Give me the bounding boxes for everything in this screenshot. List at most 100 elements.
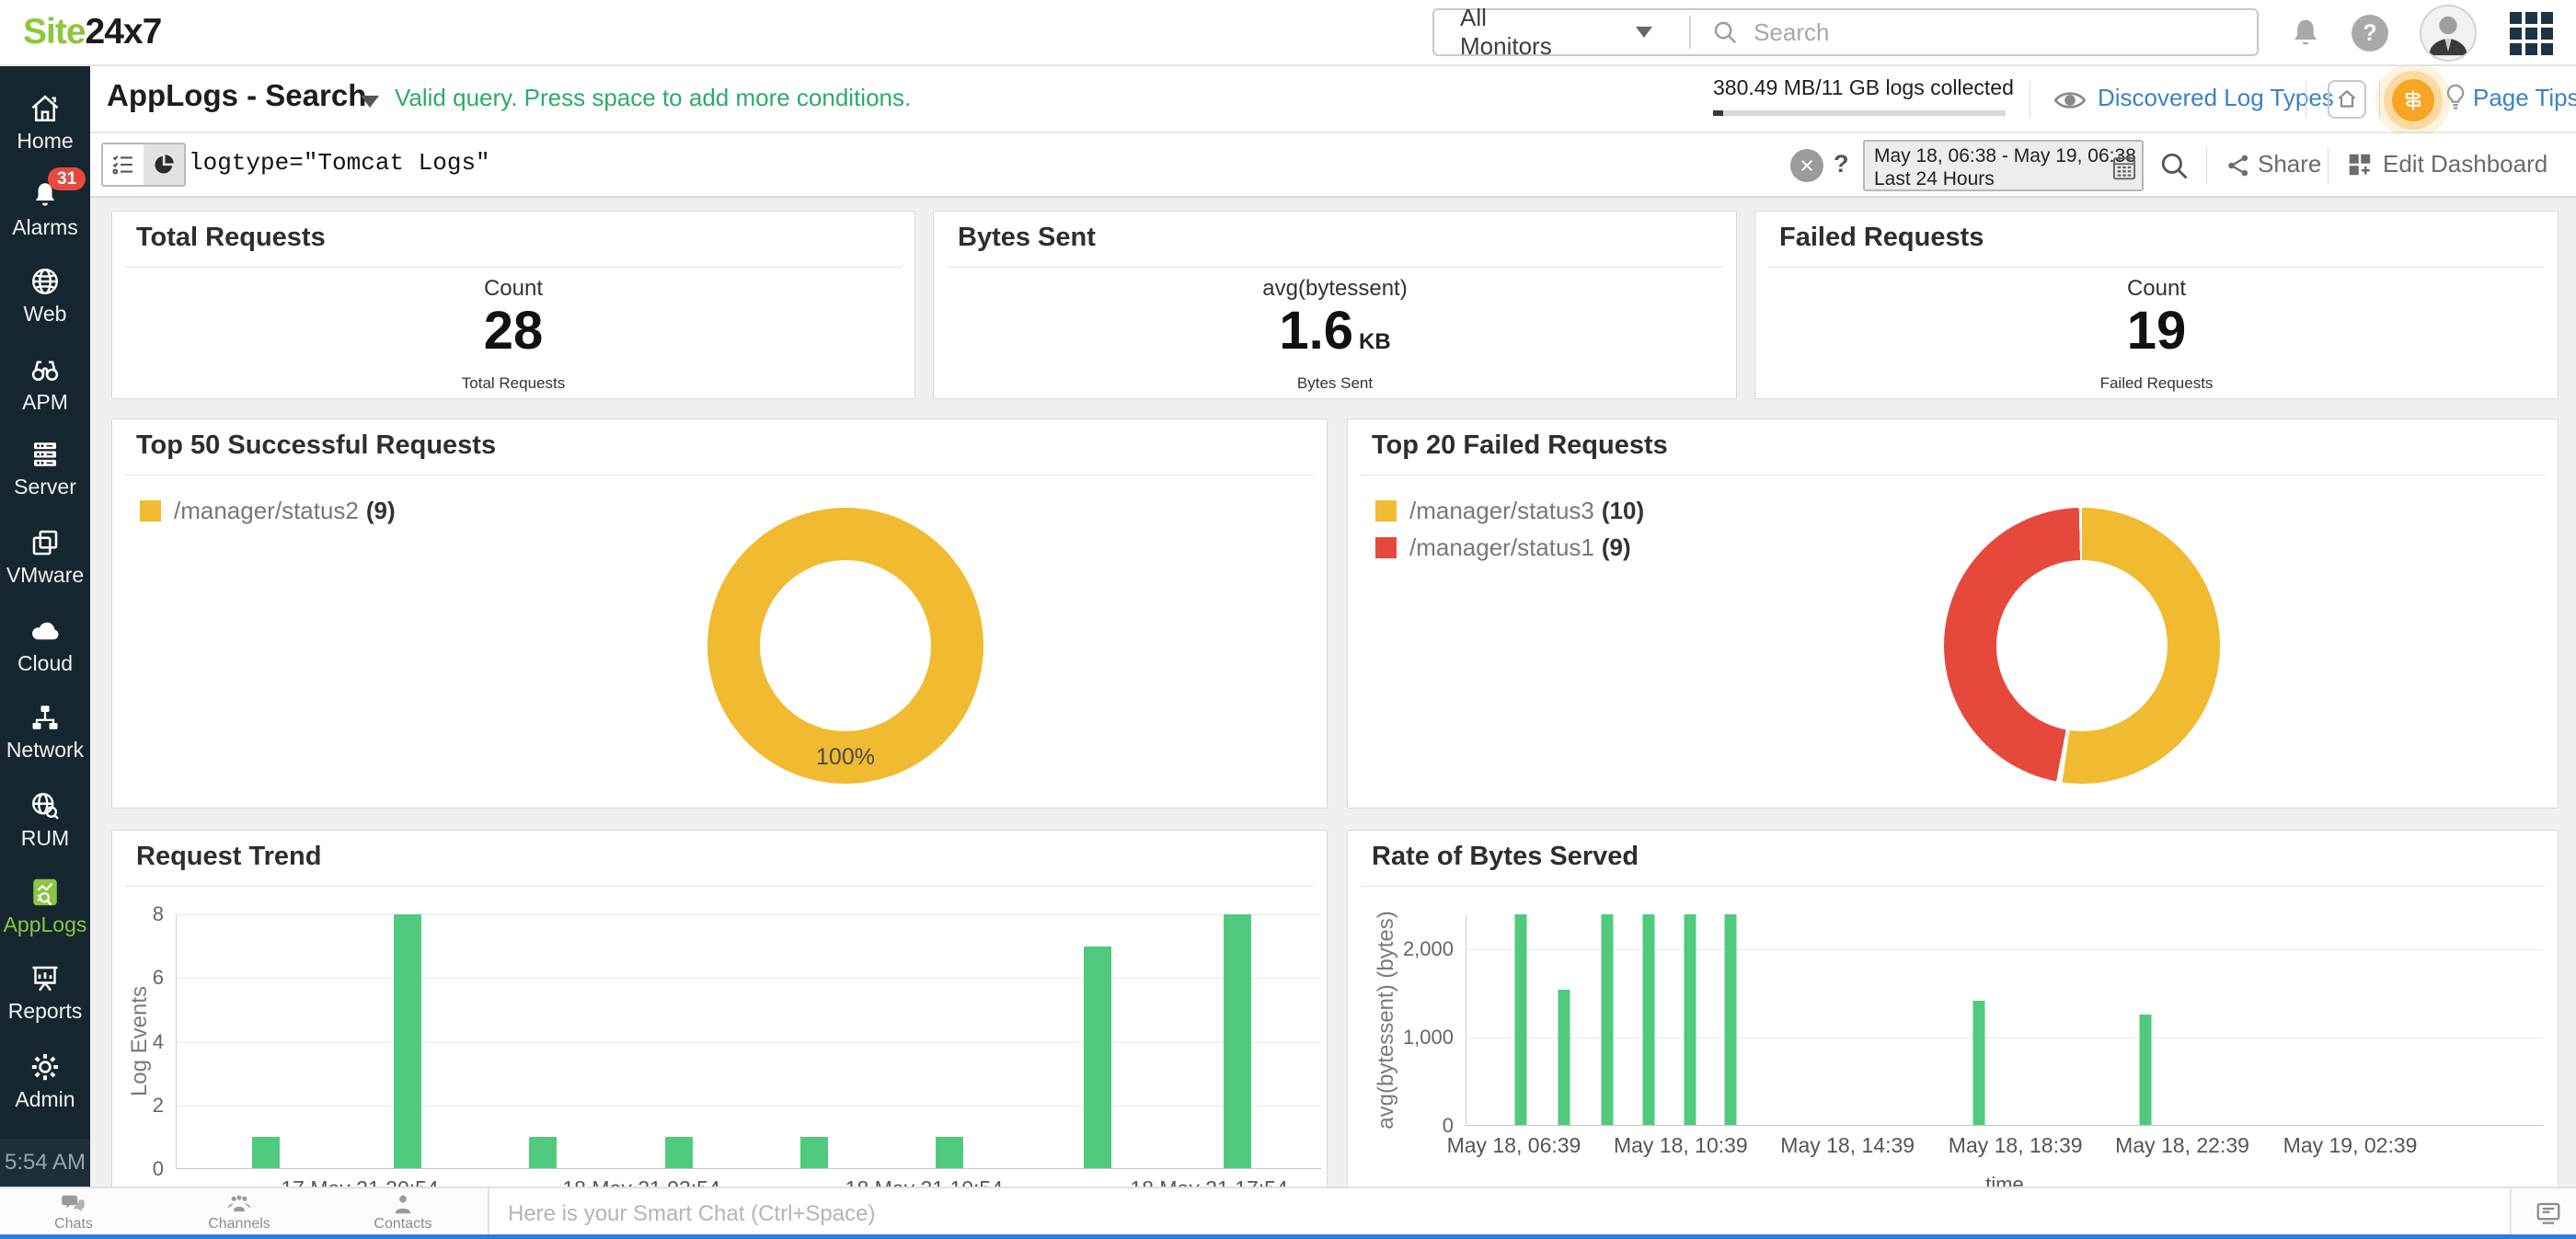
- query-status-message: Valid query. Press space to add more con…: [395, 84, 912, 111]
- people-group-icon: [184, 1193, 294, 1215]
- metric-footer: Failed Requests: [2099, 374, 2214, 392]
- sidebar-item-home[interactable]: Home: [0, 92, 90, 154]
- chevron-down-icon[interactable]: [1636, 27, 1653, 38]
- reports-presentation-icon: [0, 962, 90, 995]
- gridline: [177, 1105, 1321, 1107]
- sidebar-item-server[interactable]: Server: [0, 438, 90, 499]
- y-tick-label: 8: [152, 902, 164, 925]
- sidebar-item-admin[interactable]: Admin: [0, 1050, 90, 1112]
- rum-globe-search-icon: [0, 789, 90, 822]
- guided-tour-button[interactable]: [2392, 79, 2434, 121]
- alarms-bell-icon: 31: [0, 167, 90, 212]
- edit-dashboard-button[interactable]: Edit Dashboard: [2383, 150, 2548, 178]
- sidebar-item-apm[interactable]: APM: [0, 353, 90, 415]
- divider: [2328, 147, 2329, 184]
- legend-swatch: [140, 500, 161, 522]
- chat-window-icon[interactable]: [2534, 1199, 2563, 1227]
- page-tips-link[interactable]: Page Tips: [2473, 84, 2576, 111]
- divider: [2379, 81, 2380, 118]
- bar: [1084, 946, 1112, 1168]
- avatar: [2420, 5, 2477, 62]
- calendar-icon: [2110, 153, 2138, 182]
- query-input[interactable]: logtype="Tomcat Logs": [189, 149, 490, 177]
- eye-icon: [2053, 88, 2087, 112]
- run-search-icon[interactable]: [2158, 150, 2190, 181]
- y-tick-label: 2: [152, 1093, 164, 1117]
- metric-footer: Total Requests: [461, 374, 566, 392]
- sidebar-item-applogs[interactable]: AppLogs: [0, 876, 90, 937]
- notifications-bell-icon[interactable]: [2280, 0, 2331, 66]
- title-dropdown-caret-icon[interactable]: [361, 96, 379, 108]
- bar: [935, 1136, 963, 1168]
- y-axis-label: avg(bytessent) (bytes): [1374, 910, 1398, 1130]
- bar: [1601, 914, 1614, 1125]
- user-avatar[interactable]: [2416, 0, 2480, 66]
- search-input[interactable]: [1752, 17, 2257, 48]
- discovered-log-types-link[interactable]: Discovered Log Types: [2098, 84, 2334, 111]
- y-axis-label: Log Events: [127, 985, 152, 1097]
- bar: [665, 1136, 694, 1168]
- bar: [799, 1136, 828, 1168]
- legend-item[interactable]: /manager/status1 (9): [1375, 533, 1631, 562]
- legend-swatch: [1375, 500, 1397, 522]
- chat-bubbles-icon: [18, 1193, 129, 1215]
- legend-swatch: [1375, 537, 1397, 558]
- y-tick-label: 1,000: [1402, 1026, 1454, 1050]
- smart-chat-input[interactable]: [506, 1199, 2426, 1228]
- bar: [1558, 990, 1570, 1125]
- sidebar: Home 31 Alarms Web APM Server VMware C: [0, 66, 90, 1187]
- sidebar-clock: 5:54 AM: [0, 1139, 90, 1187]
- metric-value: 1.6 KB: [1279, 301, 1391, 361]
- help-icon[interactable]: ?: [2344, 0, 2396, 66]
- monitor-filter-dropdown[interactable]: All Monitors: [1460, 4, 1552, 60]
- clear-query-icon[interactable]: [1790, 149, 1823, 182]
- metric-label: avg(bytessent): [1262, 276, 1408, 301]
- smart-chat-bar: Chats Channels Contacts: [0, 1187, 2576, 1239]
- site24x7-logo: Site24x7: [23, 12, 162, 52]
- edit-dashboard-icon[interactable]: [2346, 151, 2374, 178]
- x-tick-label: May 19, 02:39: [2283, 1133, 2418, 1157]
- alarm-count-badge: 31: [48, 167, 86, 190]
- date-range-value: May 18, 06:38 - May 19, 06:38: [1874, 145, 2136, 166]
- chats-button[interactable]: Chats: [18, 1188, 129, 1239]
- sidebar-item-alarms[interactable]: 31 Alarms: [0, 167, 90, 240]
- request-trend-card: Request Trend Log Events 0246817 May 21 …: [111, 830, 1328, 1239]
- bar: [1684, 914, 1696, 1125]
- cloud-icon: [0, 613, 90, 648]
- y-tick-label: 6: [152, 966, 164, 990]
- sidebar-item-network[interactable]: Network: [0, 701, 90, 763]
- bar: [529, 1136, 558, 1168]
- sidebar-item-rum[interactable]: RUM: [0, 789, 90, 851]
- x-tick-label: May 18, 10:39: [1613, 1133, 1748, 1157]
- sidebar-item-vmware[interactable]: VMware: [0, 526, 90, 588]
- bar: [252, 1136, 281, 1168]
- page-header: AppLogs - Search Valid query. Press spac…: [90, 66, 2576, 133]
- y-tick-label: 0: [1442, 1114, 1454, 1137]
- sidebar-item-reports[interactable]: Reports: [0, 962, 90, 1024]
- date-range-picker[interactable]: May 18, 06:38 - May 19, 06:38 Last 24 Ho…: [1863, 140, 2144, 191]
- gridline: [1466, 949, 2543, 951]
- y-tick-label: 4: [152, 1029, 164, 1053]
- metric-unit: KB: [1358, 329, 1391, 354]
- sidebar-item-web[interactable]: Web: [0, 265, 90, 327]
- page-title[interactable]: AppLogs - Search: [107, 78, 367, 112]
- bottom-accent-strip: [0, 1234, 2576, 1239]
- share-icon[interactable]: [2225, 151, 2252, 180]
- list-view-button[interactable]: [103, 144, 144, 185]
- legend-item[interactable]: /manager/status3 (10): [1375, 497, 1644, 525]
- query-help-icon[interactable]: ?: [1834, 150, 1849, 178]
- x-tick-label: May 18, 18:39: [1948, 1133, 2083, 1157]
- legend-item[interactable]: /manager/status2 (9): [140, 497, 396, 525]
- metric-footer: Bytes Sent: [1296, 374, 1374, 392]
- app-grid-icon[interactable]: [2499, 0, 2563, 66]
- channels-button[interactable]: Channels: [184, 1188, 294, 1239]
- bulb-icon: [2442, 82, 2469, 113]
- dashboard-home-button[interactable]: [2328, 80, 2366, 119]
- binoculars-icon: [0, 353, 90, 386]
- share-button[interactable]: Share: [2258, 150, 2322, 178]
- view-toggle: [101, 143, 186, 187]
- network-icon: [0, 701, 90, 734]
- chart-view-button[interactable]: [144, 144, 184, 185]
- sidebar-item-cloud[interactable]: Cloud: [0, 613, 90, 676]
- contacts-button[interactable]: Contacts: [348, 1188, 458, 1239]
